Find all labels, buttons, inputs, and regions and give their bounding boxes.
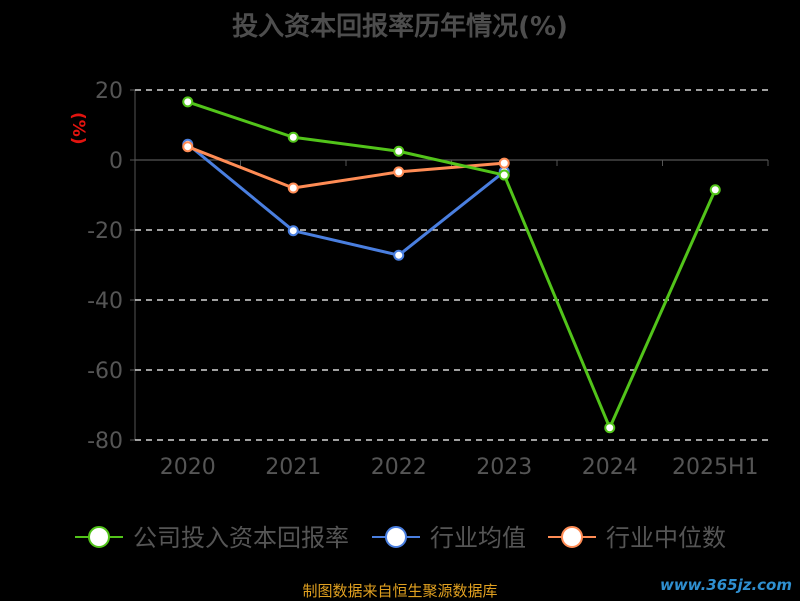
chart-title: 投入资本回报率历年情况(%) xyxy=(232,12,568,42)
x-tick-label: 2021 xyxy=(265,455,321,480)
series-line-0 xyxy=(187,100,717,430)
data-point xyxy=(287,131,299,143)
x-tick-label: 2020 xyxy=(160,455,216,480)
legend-marker-2 xyxy=(561,526,583,548)
y-tick-label: -80 xyxy=(87,429,123,454)
y-tick-label: 0 xyxy=(109,149,123,174)
series-line-2 xyxy=(187,145,505,190)
legend-marker-0 xyxy=(88,526,110,548)
y-tick-label: -60 xyxy=(87,359,123,384)
data-point xyxy=(393,145,405,157)
data-point xyxy=(498,157,510,169)
series-line-1 xyxy=(186,143,506,257)
legend-marker-1 xyxy=(385,526,407,548)
y-tick-label: -40 xyxy=(87,289,123,314)
source-footer: 制图数据来自恒生聚源数据库 xyxy=(302,582,498,600)
y-tick-label: -20 xyxy=(87,219,123,244)
data-point xyxy=(393,166,405,178)
data-point xyxy=(287,182,299,194)
legend-label-2: 行业中位数 xyxy=(606,524,726,552)
x-tick-label: 2025H1 xyxy=(672,455,759,480)
y-axis-unit-label: (%) xyxy=(68,112,88,145)
x-tick-label: 2024 xyxy=(582,455,638,480)
watermark: www.365jz.com xyxy=(659,576,792,594)
data-point xyxy=(287,225,299,237)
data-point xyxy=(498,169,510,181)
y-tick-label: 20 xyxy=(95,79,123,104)
data-point xyxy=(182,141,194,153)
legend-label-1: 行业均值 xyxy=(430,524,526,552)
data-point xyxy=(182,96,194,108)
x-tick-label: 2023 xyxy=(476,455,532,480)
x-tick-label: 2022 xyxy=(371,455,427,480)
data-point xyxy=(709,184,721,196)
data-point xyxy=(393,249,405,261)
legend-label-0: 公司投入资本回报率 xyxy=(133,524,349,552)
data-point xyxy=(604,422,616,434)
